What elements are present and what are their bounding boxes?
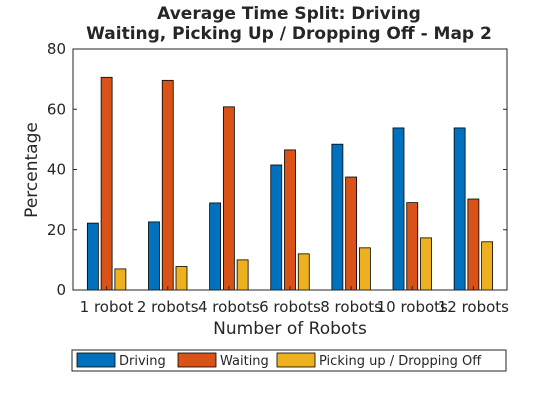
bar-picking-up-dropping-off-10-robots bbox=[420, 237, 432, 291]
legend-label-driving: Driving bbox=[119, 354, 166, 369]
legend-label-picking-up-dropping-off: Picking up / Dropping Off bbox=[319, 354, 482, 369]
plot-frame bbox=[72, 48, 508, 291]
x-axis-label: Number of Robots bbox=[213, 319, 367, 339]
legend-label-waiting: Waiting bbox=[220, 354, 269, 369]
y-tick-label: 40 bbox=[47, 161, 66, 179]
bar-picking-up-dropping-off-2-robots bbox=[175, 266, 188, 291]
bar-picking-up-dropping-off-1-robot bbox=[114, 268, 127, 291]
bar-driving-8-robots bbox=[331, 143, 344, 291]
bar-picking-up-dropping-off-4-robots bbox=[236, 259, 249, 291]
chart-subtitle: Waiting, Picking Up / Dropping Off - Map… bbox=[86, 24, 492, 44]
bar-driving-4-robots bbox=[209, 202, 222, 291]
bar-driving-2-robots bbox=[148, 221, 160, 291]
legend-swatch-picking-up-dropping-off bbox=[276, 352, 316, 368]
x-tick-label: 2 robots bbox=[137, 298, 199, 316]
legend-items: Driving Waiting Picking up / Dropping Off bbox=[76, 352, 482, 369]
bar-driving-1-robot bbox=[86, 222, 99, 291]
bar-driving-12-robots bbox=[453, 127, 466, 291]
x-tick-label: 12 robots bbox=[438, 298, 509, 316]
chart-title: Average Time Split: Driving bbox=[157, 4, 421, 24]
legend-swatch-driving bbox=[76, 352, 116, 368]
bar-waiting-4-robots bbox=[222, 106, 235, 291]
bar-waiting-1-robot bbox=[100, 76, 113, 291]
bar-picking-up-dropping-off-12-robots bbox=[481, 241, 494, 291]
bar-waiting-6-robots bbox=[284, 149, 296, 291]
bar-picking-up-dropping-off-8-robots bbox=[358, 247, 371, 291]
bar-waiting-2-robots bbox=[161, 79, 174, 291]
bar-waiting-12-robots bbox=[467, 198, 480, 291]
legend: Driving Waiting Picking up / Dropping Off bbox=[71, 349, 507, 372]
x-tick-label: 6 robots bbox=[259, 298, 321, 316]
x-tick-label: 8 robots bbox=[320, 298, 382, 316]
y-axis-label: Percentage bbox=[22, 122, 42, 218]
y-tick-label: 20 bbox=[47, 221, 66, 239]
bar-driving-10-robots bbox=[392, 127, 405, 291]
x-ticks-group: 1 robot 2 robots 4 robots 6 robots 8 robots1… bbox=[80, 286, 509, 316]
bar-driving-6-robots bbox=[270, 164, 283, 291]
x-tick-label: 1 robot bbox=[80, 298, 134, 316]
x-tick-label: 10 robots bbox=[377, 298, 448, 316]
legend-swatch-waiting bbox=[177, 352, 217, 368]
y-tick-label: 0 bbox=[56, 281, 66, 299]
bar-waiting-8-robots bbox=[345, 176, 358, 291]
x-tick-label: 4 robots bbox=[198, 298, 260, 316]
y-tick-label: 80 bbox=[47, 40, 66, 58]
bar-waiting-10-robots bbox=[406, 202, 419, 291]
bar-picking-up-dropping-off-6-robots bbox=[297, 253, 310, 291]
y-tick-label: 60 bbox=[47, 100, 66, 118]
